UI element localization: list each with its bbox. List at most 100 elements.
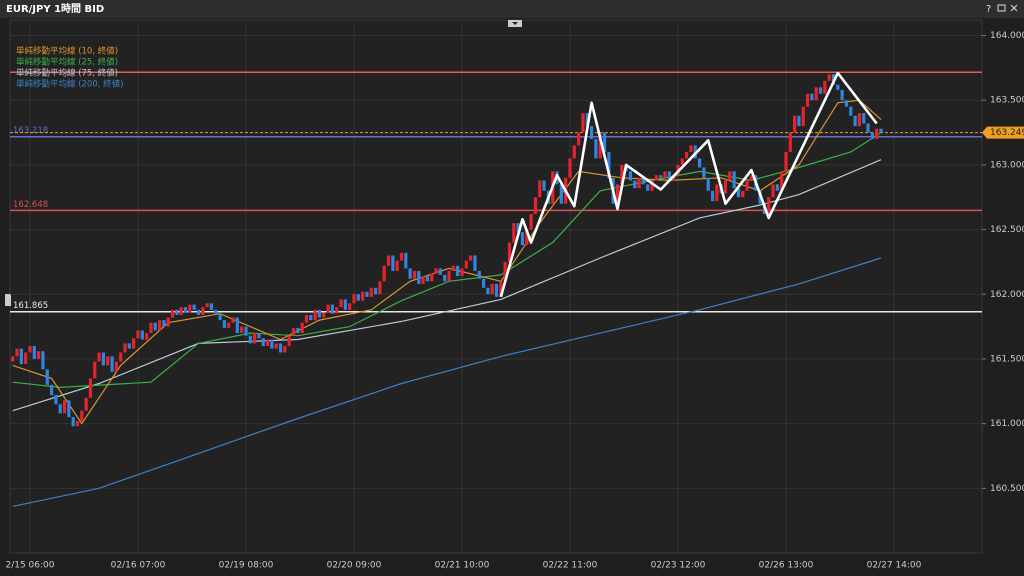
zigzag-line bbox=[499, 71, 878, 298]
candle-body bbox=[348, 303, 352, 310]
candle-body bbox=[866, 123, 870, 133]
candle-body bbox=[214, 309, 218, 314]
candle-body bbox=[516, 223, 520, 233]
candle-body bbox=[507, 242, 512, 262]
candle-body bbox=[395, 260, 399, 271]
candle-body bbox=[456, 265, 460, 277]
candle-body bbox=[745, 180, 749, 191]
candle-body bbox=[170, 309, 175, 318]
moving-average-line bbox=[12, 159, 882, 412]
candle-body bbox=[291, 327, 296, 336]
help-button[interactable]: ? bbox=[986, 4, 991, 15]
candle-body bbox=[771, 184, 775, 198]
candle-body bbox=[361, 291, 365, 301]
candle-body bbox=[793, 115, 797, 133]
candle-body bbox=[15, 348, 19, 357]
candle-body bbox=[805, 93, 810, 107]
candle-body bbox=[520, 232, 525, 246]
maximize-button[interactable] bbox=[997, 4, 1006, 12]
window-title: EUR/JPY 1時間 BID bbox=[6, 2, 104, 15]
candle-body bbox=[322, 312, 326, 318]
candle-body bbox=[28, 346, 32, 353]
candle-body bbox=[525, 229, 529, 246]
candle-body bbox=[127, 343, 131, 349]
candle-body bbox=[628, 171, 633, 181]
candle-body bbox=[330, 304, 334, 314]
candle-body bbox=[149, 322, 153, 334]
candle-body bbox=[775, 184, 779, 191]
candle-body bbox=[481, 278, 486, 288]
candle-body bbox=[166, 317, 170, 327]
candle-body bbox=[253, 333, 257, 344]
candle-body bbox=[598, 132, 602, 159]
y-tick-label: 164.000 bbox=[990, 31, 1024, 41]
candle-body bbox=[853, 115, 857, 127]
candle-body bbox=[447, 270, 451, 282]
candle-body bbox=[620, 164, 624, 185]
candle-body bbox=[827, 74, 831, 81]
candle-body bbox=[473, 255, 477, 271]
candle-body bbox=[646, 184, 650, 191]
candle-body bbox=[71, 417, 75, 427]
last-price-label: 163.249 bbox=[990, 128, 1024, 138]
candle-body bbox=[248, 335, 252, 344]
side-toggle[interactable] bbox=[5, 294, 11, 306]
candle-body bbox=[352, 294, 356, 304]
candle-body bbox=[633, 180, 637, 189]
candle-body bbox=[494, 283, 499, 297]
candle-body bbox=[179, 307, 183, 315]
candle-body bbox=[58, 404, 62, 414]
candle-body bbox=[615, 184, 620, 204]
candle-body bbox=[300, 322, 304, 334]
candle-body bbox=[650, 180, 654, 191]
candle-body bbox=[196, 309, 201, 315]
candle-body bbox=[434, 268, 438, 274]
candle-body bbox=[404, 252, 408, 269]
candle-body bbox=[538, 180, 542, 198]
candle-body bbox=[317, 309, 322, 318]
candle-body bbox=[667, 171, 671, 181]
candle-body bbox=[240, 326, 244, 334]
candle-body bbox=[274, 343, 278, 349]
candle-body bbox=[88, 378, 93, 398]
x-tick-label: 02/16 07:00 bbox=[111, 561, 166, 571]
candle-body bbox=[499, 281, 503, 297]
candle-body bbox=[261, 338, 265, 347]
y-tick-label: 163.500 bbox=[990, 96, 1024, 106]
candle-body bbox=[132, 338, 136, 349]
candle-body bbox=[581, 113, 585, 133]
candle-body bbox=[123, 343, 127, 353]
candle-body bbox=[296, 327, 300, 334]
x-tick-label: 02/27 14:00 bbox=[867, 561, 922, 571]
candle-body bbox=[594, 139, 598, 159]
candle-body bbox=[201, 307, 205, 315]
candle-body bbox=[19, 348, 23, 365]
level-label: 161.865 bbox=[13, 301, 48, 311]
candle-body bbox=[399, 252, 404, 261]
candle-body bbox=[862, 113, 866, 124]
candle-body bbox=[386, 255, 391, 266]
candle-body bbox=[814, 87, 818, 101]
candle-body bbox=[244, 326, 248, 336]
candle-body bbox=[218, 313, 222, 321]
candle-body bbox=[607, 151, 611, 178]
x-tick-label: 02/26 13:00 bbox=[759, 561, 814, 571]
candle-body bbox=[425, 276, 430, 282]
candle-body bbox=[84, 397, 88, 411]
candle-body bbox=[529, 214, 533, 230]
candle-body bbox=[849, 106, 853, 116]
legend-entry: 単純移動平均線 (200, 終値) bbox=[16, 79, 123, 90]
candle-body bbox=[373, 287, 378, 295]
candle-body bbox=[326, 304, 330, 313]
candle-body bbox=[840, 89, 844, 101]
collapse-icon bbox=[512, 22, 518, 25]
candle-body bbox=[335, 307, 339, 314]
y-tick-label: 160.500 bbox=[990, 484, 1024, 494]
candle-body bbox=[542, 180, 546, 191]
candle-body bbox=[93, 361, 97, 379]
title-bar bbox=[0, 0, 1024, 18]
close-button[interactable] bbox=[1010, 4, 1018, 12]
moving-average-line bbox=[12, 99, 882, 425]
x-tick-label: 2/15 06:00 bbox=[5, 561, 54, 571]
candle-body bbox=[97, 352, 101, 362]
